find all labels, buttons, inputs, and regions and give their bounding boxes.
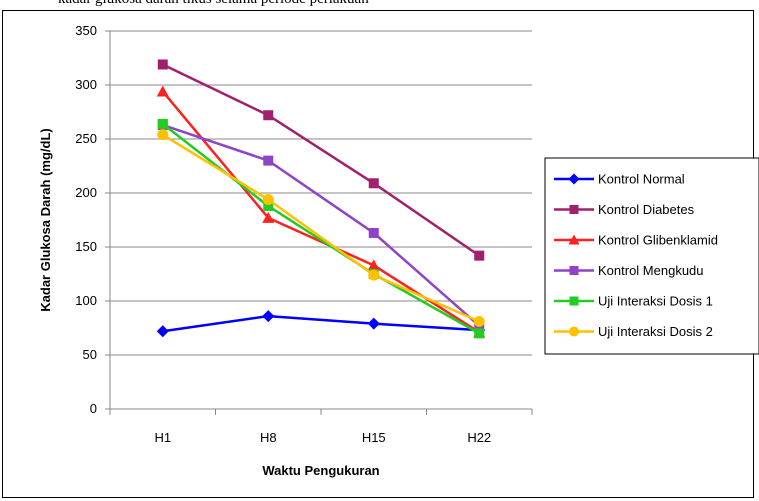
x-tick-label: H22 [467,430,491,445]
legend-item: Uji Interaksi Dosis 2 [554,324,713,339]
legend-label: Uji Interaksi Dosis 1 [598,294,713,309]
axes: 0 50 100 150 200 250 300 350 H1 H8 H15 H22 [75,23,533,445]
series-line [161,122,480,335]
data-point [156,85,169,97]
data-point [473,316,485,328]
series-3 [156,85,486,338]
series-layer [156,59,486,339]
legend-marker [568,173,580,185]
series-6 [157,129,485,328]
legend-item: Kontrol Mengkudu [554,263,704,278]
legend-marker [569,326,579,337]
x-tick-label: H1 [154,430,171,445]
data-point [262,310,275,323]
gridlines [110,30,532,356]
data-point [263,200,274,211]
caption-text: kadar glukosa darah tikus selama periode… [58,0,369,8]
legend-marker [569,205,579,214]
legend-label: Uji Interaksi Dosis 2 [598,324,713,339]
data-point [474,328,485,339]
data-point [157,118,168,129]
legend-label: Kontrol Mengkudu [598,263,704,278]
series-1 [156,310,486,338]
y-tick-label: 100 [75,293,97,308]
y-tick-label: 0 [90,401,97,416]
legend-item: Uji Interaksi Dosis 1 [554,294,713,309]
data-point [263,155,274,166]
data-point [367,259,380,271]
legend-label: Kontrol Diabetes [598,202,695,217]
data-point [368,227,379,238]
x-axis-title: Waktu Pengukuran [262,463,379,478]
data-point [368,269,380,281]
legend: Kontrol Normal Kontrol Diabetes Kontrol Gl… [544,157,759,355]
legend-box [544,157,759,355]
data-point [263,110,274,121]
data-point [156,325,169,338]
caption-strip: kadar glukosa darah tikus selama periode… [0,0,759,12]
data-point [474,250,485,261]
legend-item: Kontrol Normal [554,172,685,187]
y-tick-label: 200 [75,185,97,200]
series-line [162,63,480,257]
y-axis-title: Kadar Glukosa Darah (mg/dL) [38,128,53,311]
data-point [367,317,380,330]
y-tick-label: 150 [75,239,97,254]
legend-marker [568,234,580,245]
y-tick-label: 50 [83,347,97,362]
data-point [368,178,379,189]
series-line [161,90,480,334]
y-tick-label: 350 [75,23,97,38]
x-tick-label: H8 [260,430,277,445]
legend-label: Kontrol Glibenklamid [598,233,718,248]
legend-item: Kontrol Glibenklamid [554,233,718,248]
series-line [162,133,480,323]
data-point [262,211,275,223]
series-line [162,314,480,333]
x-tick-label: H15 [362,430,386,445]
series-2 [157,59,485,261]
data-point [157,59,168,70]
legend-item: Kontrol Diabetes [554,202,695,217]
series-line [162,123,481,327]
legend-marker [569,296,579,306]
data-point [157,129,169,141]
y-tick-label: 300 [75,77,97,92]
y-tick-label: 250 [75,131,97,146]
data-point [262,193,274,205]
legend-label: Kontrol Normal [598,172,685,187]
legend-marker [569,266,579,275]
